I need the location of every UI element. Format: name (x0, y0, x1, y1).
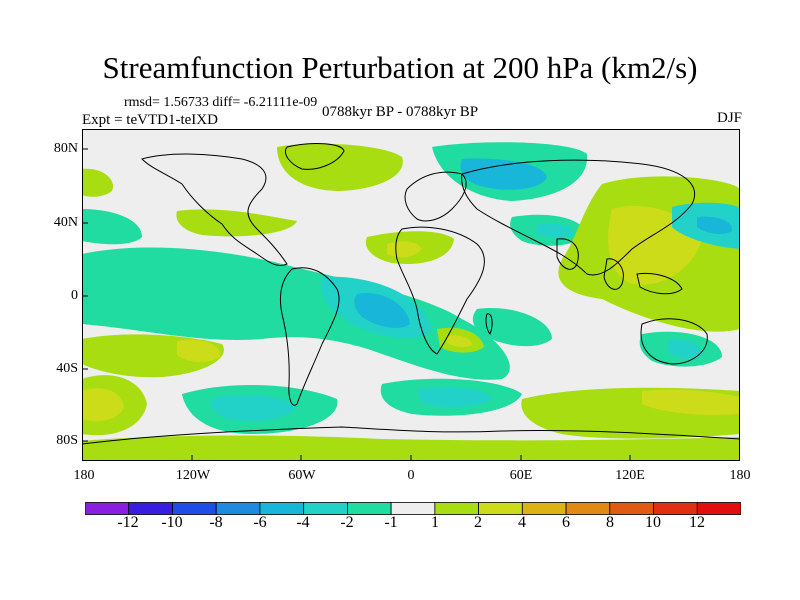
contour-region (211, 394, 297, 422)
coastlines (82, 143, 740, 445)
x-tick-label: 180 (729, 468, 751, 483)
coastline-australia (640, 318, 708, 365)
contour-region (82, 168, 113, 197)
colorbar-label: 8 (606, 514, 614, 531)
contour-region (472, 308, 552, 347)
contour-region (82, 247, 510, 380)
colorbar-label: -8 (209, 514, 223, 531)
contour-region (417, 387, 492, 408)
colorbar-swatch (128, 502, 173, 515)
colorbar-label: -1 (384, 514, 398, 531)
coastline-indian-subcontinent (556, 238, 579, 270)
colorbar-swatch (653, 502, 698, 515)
contour-region (82, 388, 124, 422)
colorbar-label: 4 (518, 514, 526, 531)
colorbar-swatch (85, 502, 130, 515)
colorbar (85, 502, 741, 515)
colorbar-swatch (259, 502, 305, 515)
colorbar-swatch (434, 502, 479, 515)
coastline-madagascar (485, 313, 493, 335)
colorbar-label: 10 (645, 514, 661, 531)
contour-region (460, 158, 547, 190)
experiment-label: Expt = teVTD1-teIXD (82, 112, 218, 128)
colorbar-label: 12 (689, 514, 705, 531)
colorbar-swatch (215, 502, 261, 515)
colorbar-label: -4 (296, 514, 310, 531)
stats-label: rmsd= 1.56733 diff= -6.21111e-09 (124, 95, 318, 110)
colorbar-label: -6 (253, 514, 267, 531)
y-tick-label: 80S (56, 433, 78, 448)
colorbar-swatch (346, 502, 392, 515)
coastline-asia (461, 159, 695, 276)
colorbar-swatch (609, 502, 654, 515)
coastline-greenland (285, 143, 345, 170)
colorbar-swatch (390, 502, 436, 515)
contour-region (537, 223, 574, 238)
x-tick-label: 180 (73, 468, 95, 483)
colorbar-swatch (521, 502, 567, 515)
contour-region (697, 216, 733, 234)
coastline-europe (404, 171, 467, 222)
colorbar-swatch (172, 502, 217, 515)
y-tick-label: 80N (53, 141, 78, 156)
contour-fills (82, 142, 740, 461)
coastline-antarctica (82, 426, 740, 445)
colorbar-label: -2 (340, 514, 354, 531)
x-tick-label: 60E (509, 468, 533, 483)
period-label: 0788kyr BP - 0788kyr BP (322, 104, 479, 120)
colorbar-label: 2 (474, 514, 482, 531)
colorbar-swatch (478, 502, 523, 515)
contour-region (447, 335, 472, 348)
y-tick-label: 40S (56, 361, 78, 376)
contour-region (667, 339, 703, 359)
colorbar-swatch (696, 502, 741, 515)
contour-region (642, 389, 740, 415)
contour-region (277, 143, 403, 191)
contour-region (177, 339, 221, 363)
x-tick-label: 120W (175, 468, 211, 483)
colorbar-label: -12 (117, 514, 139, 531)
y-tick-label: 40N (53, 215, 78, 230)
x-tick-label: 60W (288, 468, 316, 483)
coastline-north-america (141, 153, 288, 267)
contour-region (354, 293, 410, 328)
contour-region (176, 209, 297, 237)
contour-region (82, 209, 142, 245)
y-tick-label: 0 (71, 288, 78, 303)
colorbar-swatch (303, 502, 348, 515)
colorbar-label: 6 (562, 514, 570, 531)
map-ticks (82, 148, 631, 461)
colorbar-swatch (565, 502, 611, 515)
contour-region (82, 435, 740, 461)
x-tick-label: 0 (407, 468, 415, 483)
colorbar-label: 1 (431, 514, 439, 531)
x-tick-label: 120E (615, 468, 645, 483)
season-label: DJF (716, 110, 742, 126)
chart-title: Streamfunction Perturbation at 200 hPa (… (102, 50, 698, 85)
streamfunction-map (82, 129, 740, 461)
coastline-south-america (279, 267, 340, 406)
coastline-southeast-asia (603, 258, 683, 295)
coastline-africa (395, 226, 485, 355)
colorbar-label: -10 (161, 514, 183, 531)
